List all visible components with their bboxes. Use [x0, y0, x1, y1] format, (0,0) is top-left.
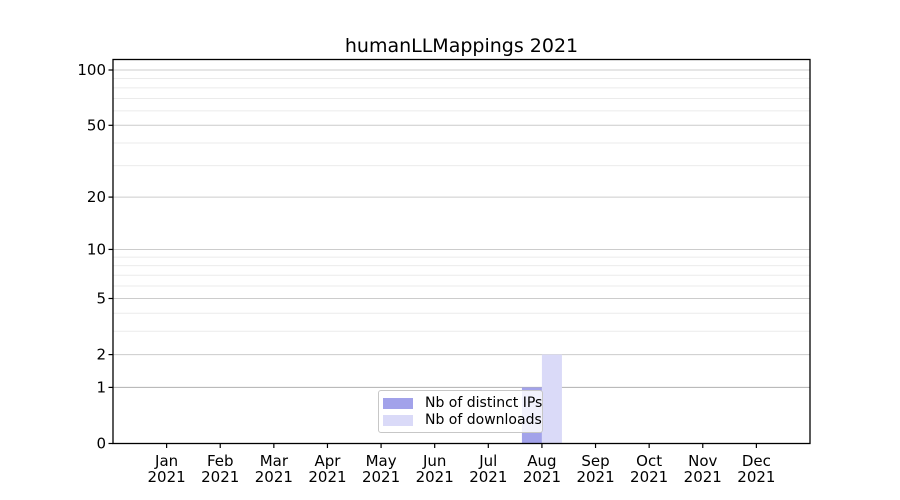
x-tick-label-sep: Sep 2021: [576, 452, 614, 486]
y-tick-label-20: 20: [87, 188, 106, 206]
x-tick-label-mar: Mar 2021: [255, 452, 293, 486]
legend-label-distinct-ips: Nb of distinct IPs: [425, 395, 543, 411]
x-tick-label-apr: Apr 2021: [308, 452, 346, 486]
legend: Nb of distinct IPs Nb of downloads: [378, 390, 543, 433]
y-tick-label-0: 0: [96, 435, 106, 453]
x-tick-label-feb: Feb 2021: [201, 452, 239, 486]
y-tick-label-2: 2: [96, 346, 106, 364]
x-tick-label-dec: Dec 2021: [737, 452, 775, 486]
x-tick-label-may: May 2021: [362, 452, 400, 486]
x-tick-label-nov: Nov 2021: [684, 452, 722, 486]
x-tick-label-jul: Jul 2021: [469, 452, 507, 486]
x-tick-label-jun: Jun 2021: [416, 452, 454, 486]
legend-item-distinct-ips: Nb of distinct IPs: [383, 396, 542, 410]
y-tick-label-10: 10: [87, 240, 106, 258]
legend-item-downloads: Nb of downloads: [383, 413, 542, 427]
plot-frame: [112, 58, 811, 445]
legend-swatch-distinct-ips: [383, 397, 413, 409]
bar-aug-nb-of-downloads: [541, 354, 562, 444]
y-tick-label-50: 50: [87, 116, 106, 134]
x-tick-label-oct: Oct 2021: [630, 452, 668, 486]
chart-title: humanLLMappings 2021: [344, 35, 579, 57]
x-tick-label-jan: Jan 2021: [148, 452, 186, 486]
x-tick-label-aug: Aug 2021: [523, 452, 561, 486]
legend-label-downloads: Nb of downloads: [425, 412, 542, 428]
legend-swatch-downloads: [383, 414, 413, 426]
y-tick-label-5: 5: [96, 289, 106, 307]
y-tick-label-100: 100: [77, 61, 106, 79]
y-tick-label-1: 1: [96, 378, 106, 396]
